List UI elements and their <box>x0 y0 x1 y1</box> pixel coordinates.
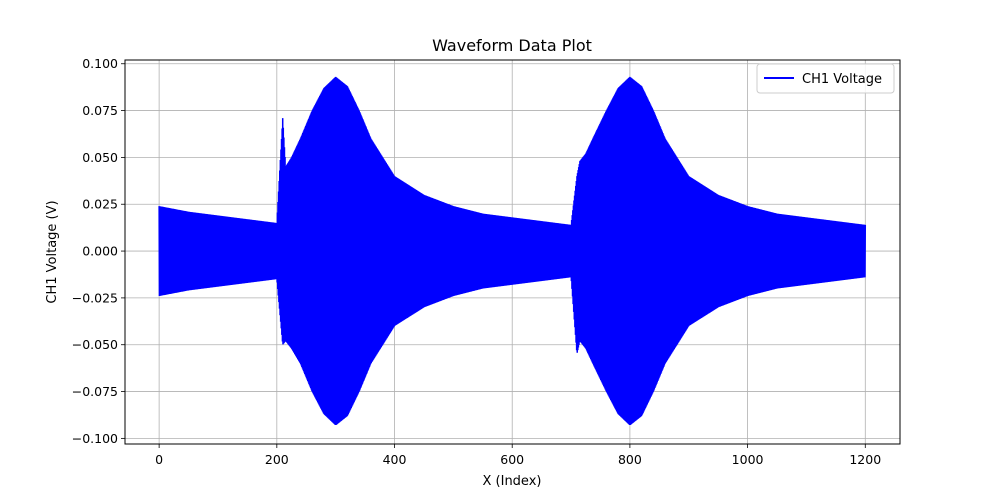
y-tick-label: 0.050 <box>82 150 118 165</box>
x-tick-label: 0 <box>155 452 163 467</box>
plot-area <box>158 76 867 426</box>
x-tick-label: 400 <box>383 452 407 467</box>
y-tick-label: −0.100 <box>72 431 118 446</box>
x-tick-label: 1000 <box>732 452 764 467</box>
series-line-ch1-voltage <box>158 76 867 426</box>
x-axis: 0 200 400 600 800 1000 1200 <box>155 444 881 467</box>
y-tick-label: 0.000 <box>82 244 118 259</box>
chart-title: Waveform Data Plot <box>432 36 592 55</box>
legend: CH1 Voltage <box>756 63 895 94</box>
legend-box <box>756 63 895 94</box>
x-tick-label: 200 <box>265 452 289 467</box>
y-tick-label: 0.100 <box>82 56 118 71</box>
y-axis-label: CH1 Voltage (V) <box>45 200 60 303</box>
y-tick-label: 0.075 <box>82 103 118 118</box>
legend-label: CH1 Voltage <box>802 72 882 87</box>
y-axis: −0.100 −0.075 −0.050 −0.025 0.000 0.025 0.050 0… <box>72 56 125 446</box>
x-tick-label: 800 <box>618 452 642 467</box>
y-tick-label: −0.025 <box>72 290 118 305</box>
x-axis-label: X (Index) <box>483 474 542 489</box>
y-tick-label: −0.075 <box>72 384 118 399</box>
x-tick-label: 1200 <box>849 452 881 467</box>
x-tick-label: 600 <box>500 452 524 467</box>
y-tick-label: 0.025 <box>82 197 118 212</box>
y-tick-label: −0.050 <box>72 337 118 352</box>
